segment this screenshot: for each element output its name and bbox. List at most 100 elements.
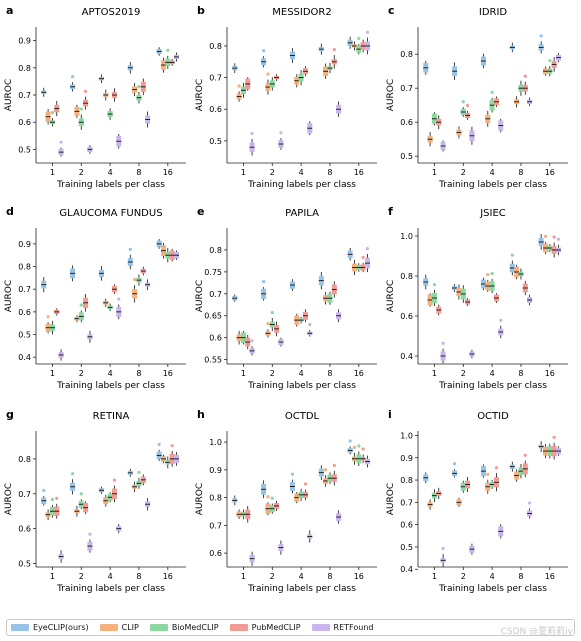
x-tick-label: 1 xyxy=(50,168,55,177)
outlier-point xyxy=(432,282,437,287)
x-tick-label: 16 xyxy=(354,369,364,378)
outlier-point xyxy=(79,492,83,496)
y-tick-label: 0.8 xyxy=(400,50,413,59)
panel-letter: c xyxy=(388,4,395,17)
outlier-point xyxy=(237,84,241,88)
panel-title: PAPILA xyxy=(285,208,319,219)
y-tick-label: 0.9 xyxy=(18,37,31,46)
y-tick-label: 1.0 xyxy=(400,431,413,440)
outlier-point xyxy=(365,246,370,251)
panel-letter: i xyxy=(388,408,392,421)
panel-letter: h xyxy=(197,408,205,421)
outlier-point xyxy=(79,303,83,307)
y-tick-label: 0.6 xyxy=(209,549,222,558)
outlier-point xyxy=(352,445,357,449)
outlier-point xyxy=(453,462,457,466)
outlier-point xyxy=(137,470,141,474)
outlier-point xyxy=(112,478,117,482)
outlier-point xyxy=(461,100,465,104)
x-tick-label: 16 xyxy=(163,168,173,177)
y-tick-label: 0.4 xyxy=(400,352,413,361)
panel-b: b MESSIDOR2 0.5 0.6 0.7 0.8 1 2 4 8 16 Training lab… xyxy=(195,4,377,190)
outlier-point xyxy=(128,247,132,251)
legend-label: CLIP xyxy=(121,623,139,632)
legend-label: BioMedCLIP xyxy=(171,623,219,632)
y-tick-label: 0.9 xyxy=(400,454,413,463)
outlier-point xyxy=(465,103,470,108)
legend-item: CLIP xyxy=(99,623,139,632)
x-tick-label: 4 xyxy=(490,168,495,177)
outlier-point xyxy=(270,496,274,500)
panel-title: MESSIDOR2 xyxy=(272,7,331,18)
outlier-point xyxy=(523,453,527,457)
y-tick-label: 0.6 xyxy=(18,308,31,317)
x-tick-label: 2 xyxy=(79,168,84,177)
x-tick-label: 4 xyxy=(108,572,113,581)
x-tick-label: 8 xyxy=(136,572,141,581)
x-tick-label: 2 xyxy=(79,369,84,378)
x-tick-label: 8 xyxy=(327,369,332,378)
outlier-point xyxy=(279,131,283,135)
panel-title: OCTDL xyxy=(285,411,320,422)
x-tick-label: 2 xyxy=(461,168,466,177)
outlier-point xyxy=(441,546,445,551)
x-tick-label: 8 xyxy=(136,168,141,177)
y-tick-label: 0.7 xyxy=(209,290,222,299)
legend-item: RETFound xyxy=(311,623,373,632)
legend-swatch xyxy=(229,624,248,631)
x-tick-label: 16 xyxy=(163,572,173,581)
outlier-point xyxy=(170,444,174,448)
outlier-point xyxy=(332,463,336,467)
x-tick-label: 4 xyxy=(299,369,304,378)
y-tick-label: 0.5 xyxy=(18,560,31,569)
y-tick-label: 0.5 xyxy=(400,152,413,161)
x-tick-label: 1 xyxy=(241,168,246,177)
x-axis-label: Training labels per class xyxy=(56,584,165,594)
outlier-point xyxy=(486,272,490,277)
outlier-point xyxy=(332,48,336,52)
x-tick-label: 8 xyxy=(518,168,523,177)
outlier-point xyxy=(290,472,295,476)
outlier-point xyxy=(303,482,308,486)
x-tick-label: 16 xyxy=(545,572,555,581)
outlier-point xyxy=(250,131,254,136)
x-tick-label: 16 xyxy=(354,168,364,177)
x-tick-label: 4 xyxy=(108,168,113,177)
legend: EyeCLIP(ours) CLIP BioMedCLIP PubMedCLIP RET… xyxy=(6,619,575,636)
y-tick-label: 1.0 xyxy=(209,438,222,447)
outlier-point xyxy=(117,297,121,301)
outlier-point xyxy=(348,439,352,443)
outlier-point xyxy=(42,488,46,493)
panel-letter: e xyxy=(197,205,204,218)
outlier-point xyxy=(71,75,75,79)
x-tick-label: 8 xyxy=(136,369,141,378)
outlier-point xyxy=(157,442,161,446)
outlier-point xyxy=(83,89,88,93)
y-tick-label: 0.7 xyxy=(209,74,222,83)
y-tick-label: 0.6 xyxy=(18,118,31,127)
panel-i: i OCTID 0.4 0.5 0.6 0.7 0.8 0.9 1.0 1 2 4 8 16 Trainin… xyxy=(386,408,568,594)
outlier-point xyxy=(441,341,445,345)
outlier-point xyxy=(528,501,532,505)
outlier-point xyxy=(552,435,556,439)
outlier-point xyxy=(79,107,83,111)
outlier-point xyxy=(548,59,552,63)
y-tick-label: 0.4 xyxy=(400,565,413,574)
outlier-point xyxy=(88,532,92,536)
x-tick-label: 16 xyxy=(545,369,555,378)
outlier-point xyxy=(262,49,266,53)
outlier-point xyxy=(266,72,270,76)
outlier-point xyxy=(494,466,499,470)
panel-f: f JSIEC 0.4 0.6 0.8 1.0 1 2 4 8 16 Training labels … xyxy=(386,205,568,391)
x-tick-label: 4 xyxy=(490,572,495,581)
panel-title: OCTID xyxy=(477,411,509,422)
outlier-point xyxy=(262,280,266,284)
x-tick-label: 2 xyxy=(79,572,84,581)
y-tick-label: 0.6 xyxy=(18,525,31,534)
y-tick-label: 0.8 xyxy=(209,494,222,503)
panel-title: JSIEC xyxy=(479,208,506,219)
y-tick-label: 0.8 xyxy=(209,246,222,255)
y-tick-label: 0.5 xyxy=(400,543,413,552)
y-tick-label: 0.5 xyxy=(18,145,31,154)
y-axis-label: AUROC xyxy=(195,280,205,312)
